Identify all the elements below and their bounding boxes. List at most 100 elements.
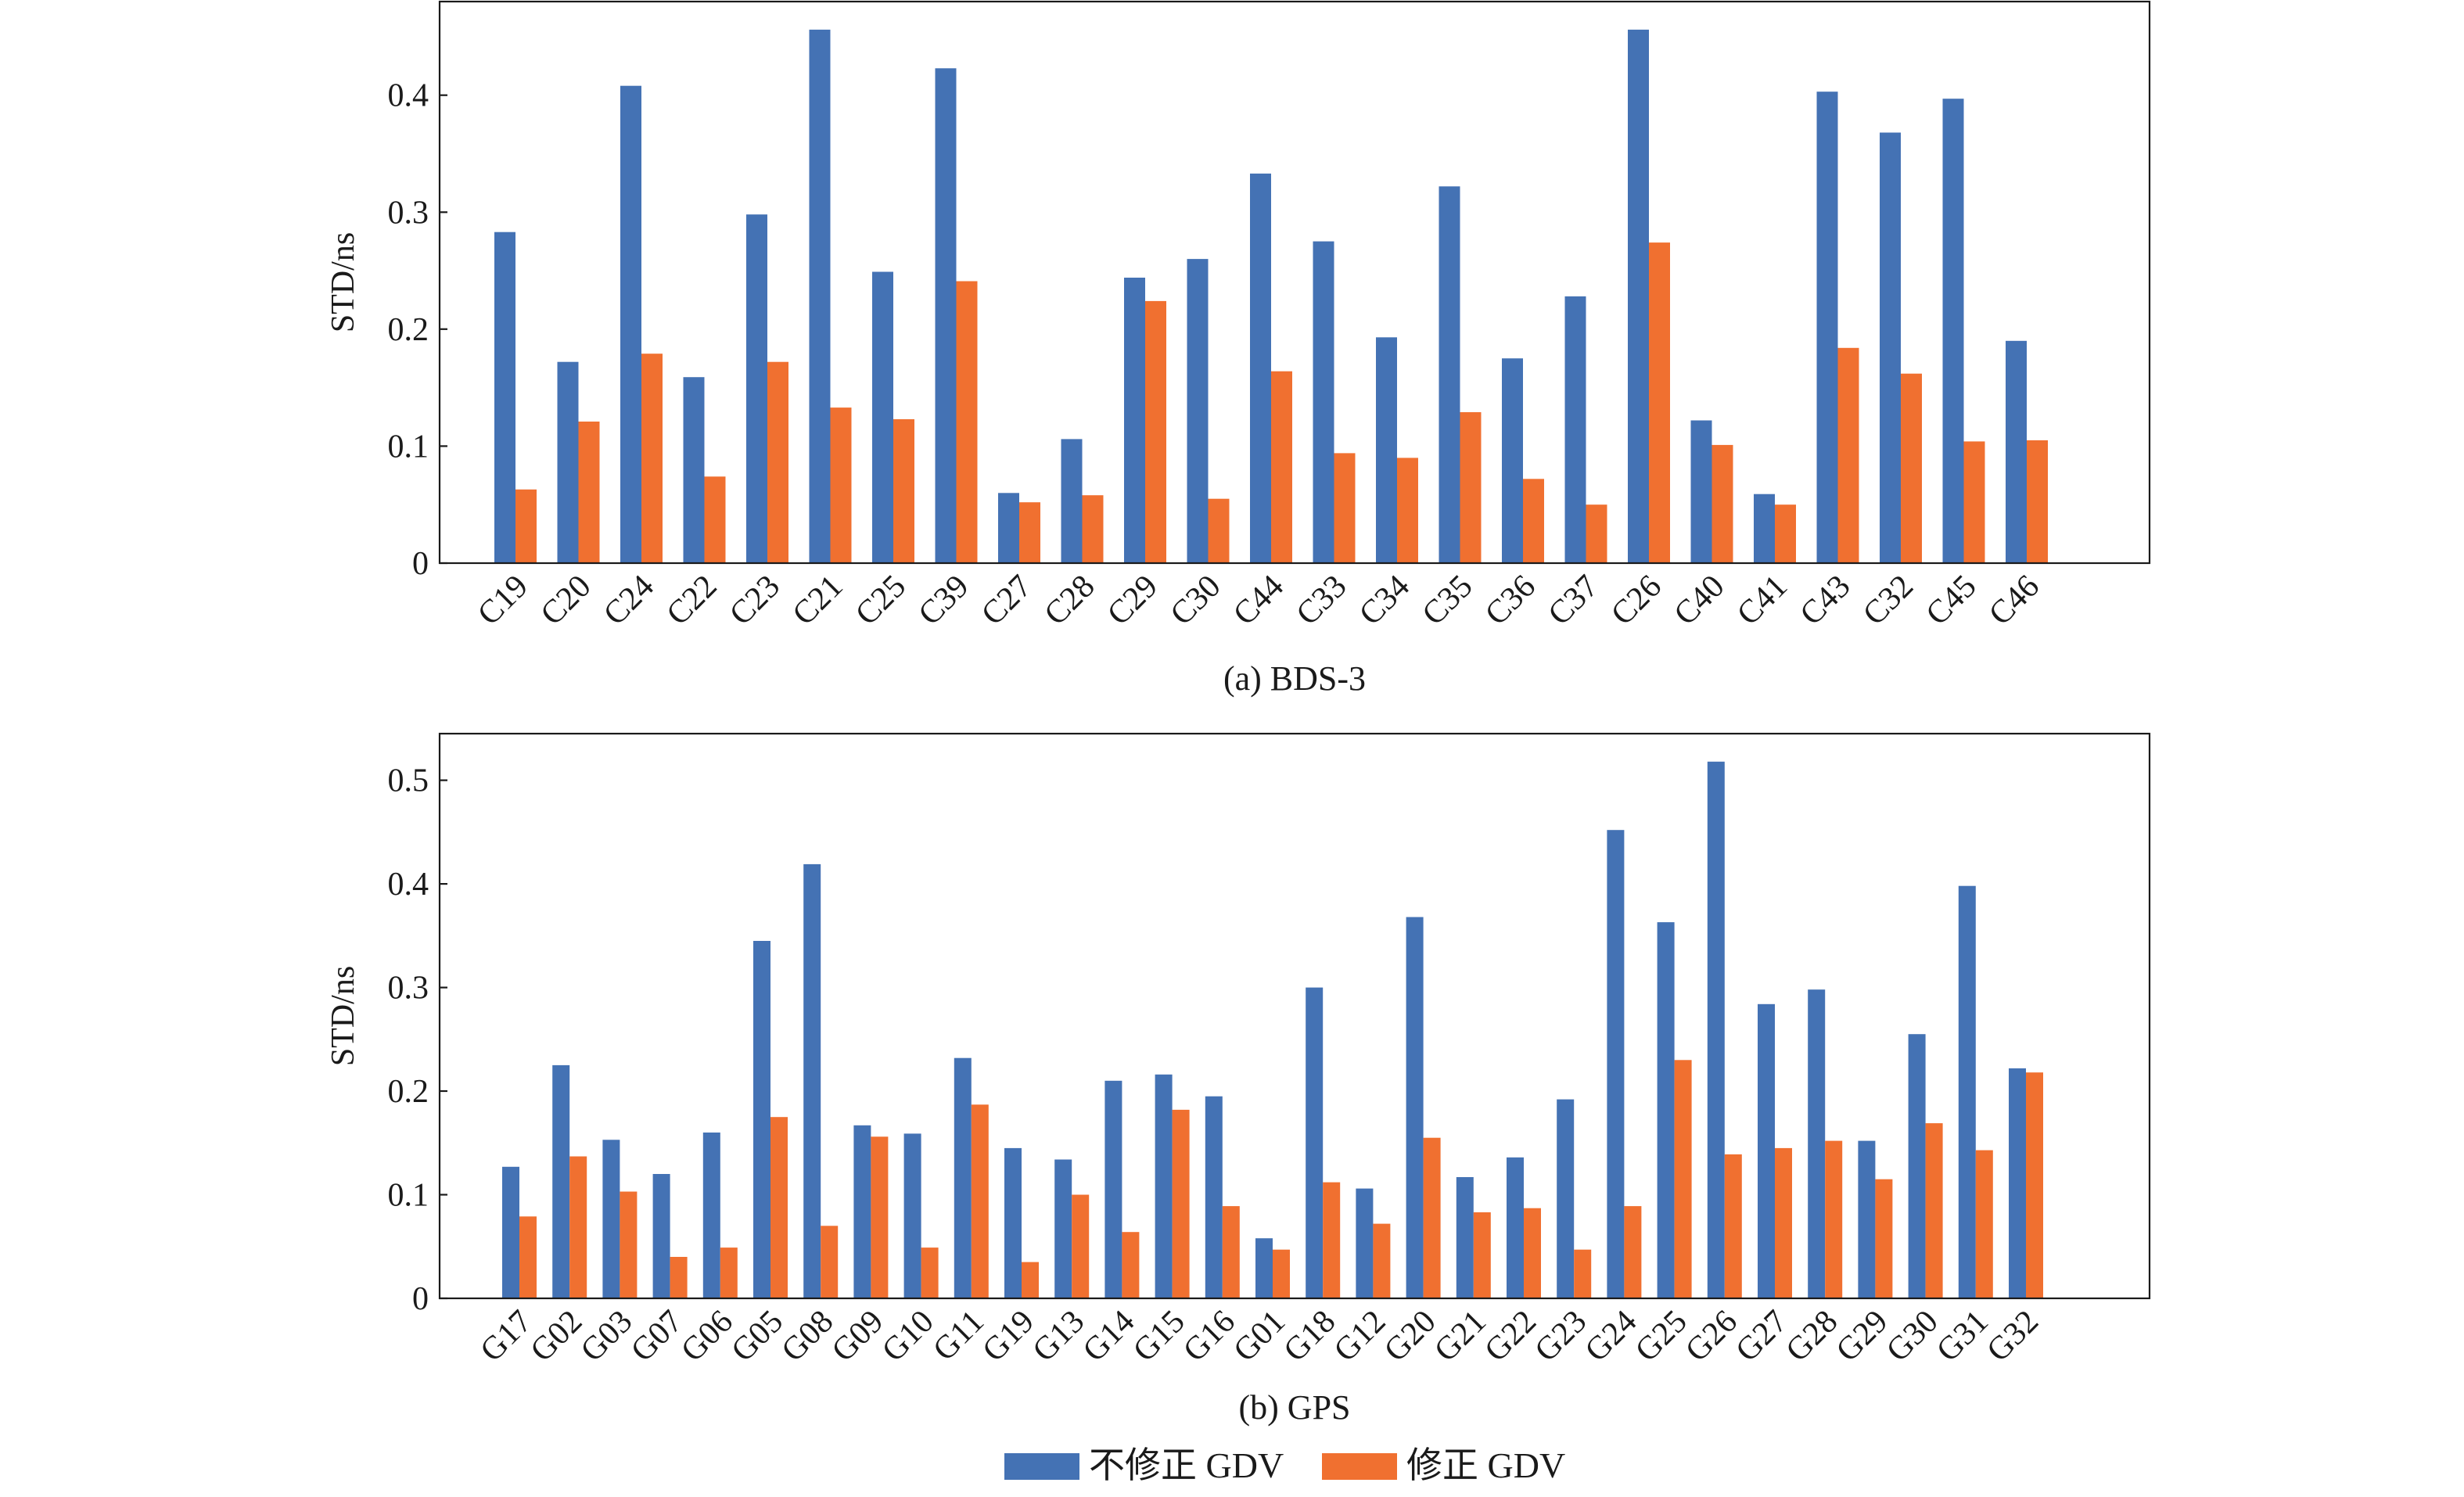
gps-bar-uncorrected-g29: [1858, 1140, 1876, 1298]
bds3-bar-corrected-c44: [1271, 371, 1292, 563]
gps-plot-frame: [438, 732, 2151, 1300]
bds3-bar-corrected-c23: [767, 361, 788, 563]
gps-xtick-label-g17: G17: [473, 1304, 539, 1370]
bds3-bar-uncorrected-c35: [1439, 186, 1460, 564]
bds3-xtick-label-c32: C32: [1856, 569, 1920, 633]
gps-xtick-label-g27: G27: [1729, 1304, 1794, 1370]
gps-ytick-label: 0.1: [388, 1178, 429, 1214]
bds3-bar-corrected-c19: [515, 489, 537, 563]
bds3-bar-uncorrected-c32: [1880, 132, 1901, 563]
gps-xtick-label-g09: G09: [825, 1304, 891, 1370]
bds3-bar-corrected-c29: [1145, 300, 1166, 563]
bds3-bar-corrected-c22: [704, 476, 726, 563]
bds3-bar-uncorrected-c30: [1187, 259, 1209, 563]
bds3-bar-uncorrected-c23: [746, 214, 767, 563]
bds3-bar-corrected-c34: [1397, 458, 1418, 563]
gps-xtick-label-g03: G03: [574, 1304, 640, 1370]
gps-xtick-label-g02: G02: [524, 1304, 590, 1370]
gps-bar-uncorrected-g20: [1406, 917, 1424, 1298]
gps-bar-uncorrected-g09: [853, 1125, 871, 1298]
bds3-bar-uncorrected-c19: [494, 232, 515, 563]
bds3-bar-corrected-c26: [1649, 242, 1670, 563]
bds3-bar-uncorrected-c33: [1313, 241, 1334, 563]
gps-xtick-label-g06: G06: [674, 1304, 740, 1370]
bds3-bar-uncorrected-c25: [872, 271, 893, 563]
gps-ytick-label: 0.5: [388, 763, 429, 799]
gps-xtick-label-g16: G16: [1176, 1304, 1242, 1370]
bds3-y-axis-label: STD/ns: [325, 232, 361, 332]
gps-xtick-label-g15: G15: [1126, 1304, 1192, 1370]
bds3-xtick-label-c45: C45: [1920, 569, 1984, 633]
bds3-plot-frame: [438, 0, 2151, 565]
bds3-xtick-label-c41: C41: [1730, 569, 1794, 633]
gps-xtick-label-g28: G28: [1780, 1304, 1845, 1370]
gps-bar-corrected-g19: [1022, 1262, 1039, 1298]
bds3-bar-uncorrected-c20: [557, 361, 579, 563]
bds3-bar-corrected-c28: [1082, 495, 1104, 563]
gps-xtick-label-g21: G21: [1428, 1304, 1493, 1370]
gps-bar-uncorrected-g19: [1004, 1147, 1022, 1298]
gps-bar-uncorrected-g16: [1205, 1096, 1223, 1298]
legend-label-uncorrected: 不修正 GDV: [1089, 1445, 1284, 1485]
bds3-bar-uncorrected-c34: [1376, 337, 1397, 563]
gps-y-axis-label: STD/ns: [325, 966, 361, 1066]
gps-bar-uncorrected-g26: [1707, 761, 1725, 1298]
bds3-xtick-label-c43: C43: [1794, 569, 1858, 633]
legend: 不修正 GDV 修正 GDV: [1004, 1445, 1565, 1485]
gps-bar-corrected-g24: [1624, 1206, 1642, 1298]
gps-bar-corrected-g29: [1875, 1179, 1893, 1298]
gps-bar-corrected-g07: [670, 1257, 688, 1298]
gps-bar-uncorrected-g24: [1607, 830, 1625, 1298]
bds3-bar-uncorrected-c40: [1690, 420, 1712, 563]
bds3-bar-uncorrected-c27: [998, 493, 1019, 564]
gps-xtick-label-g26: G26: [1679, 1304, 1744, 1370]
bds3-bar-uncorrected-c22: [683, 377, 705, 563]
gps-xtick-label-g07: G07: [624, 1304, 690, 1370]
gps-bar-uncorrected-g05: [753, 941, 770, 1298]
gps-bar-uncorrected-g32: [2009, 1068, 2026, 1298]
gps-bar-corrected-g06: [720, 1248, 738, 1298]
bds3-xtick-label-c26: C26: [1604, 569, 1668, 633]
bds3-xtick-label-c25: C25: [849, 569, 913, 633]
gps-xtick-label-g23: G23: [1528, 1304, 1594, 1370]
bds3-bar-uncorrected-c21: [809, 29, 831, 563]
gps-bar-corrected-g01: [1273, 1249, 1290, 1298]
bds3-bar-corrected-c24: [641, 354, 663, 563]
gps-bar-corrected-g18: [1323, 1182, 1341, 1298]
gps-bar-corrected-g15: [1172, 1109, 1190, 1298]
bds3-bar-corrected-c40: [1712, 444, 1733, 563]
gps-bar-corrected-g31: [1975, 1150, 1993, 1298]
gps-bar-uncorrected-g28: [1808, 989, 1826, 1298]
gps-xtick-label-g18: G18: [1277, 1304, 1343, 1370]
gps-bar-corrected-g32: [2026, 1072, 2043, 1298]
legend-swatch-uncorrected: [1004, 1453, 1079, 1480]
bds3-bar-corrected-c25: [893, 419, 914, 563]
gps-bar-uncorrected-g17: [502, 1166, 519, 1298]
gps-xtick-label-g24: G24: [1579, 1304, 1644, 1370]
bds3-ytick-label: 0: [412, 546, 429, 582]
gps-bar-uncorrected-g21: [1456, 1177, 1474, 1298]
gps-xtick-label-g11: G11: [926, 1304, 991, 1369]
gps-bar-corrected-g17: [519, 1216, 537, 1298]
gps-xtick-label-g19: G19: [975, 1304, 1041, 1370]
gps-bar-corrected-g22: [1524, 1208, 1541, 1298]
bds3-caption: (a) BDS-3: [1223, 659, 1366, 698]
gps-xtick-label-g08: G08: [775, 1304, 841, 1370]
gps-bar-uncorrected-g22: [1507, 1157, 1524, 1298]
gps-ytick-label: 0.2: [388, 1074, 429, 1110]
gps-bar-uncorrected-g03: [602, 1140, 620, 1298]
bds3-bar-corrected-c21: [830, 407, 852, 563]
bds3-bar-corrected-c32: [1901, 373, 1922, 563]
gps-bar-corrected-g03: [620, 1191, 638, 1298]
bds3-xtick-label-c33: C33: [1290, 569, 1354, 633]
bds3-ytick-label: 0.4: [388, 78, 429, 114]
gps-xtick-label-g20: G20: [1377, 1304, 1443, 1370]
gps-bar-uncorrected-g14: [1104, 1080, 1122, 1298]
bds3-xtick-label-c44: C44: [1227, 569, 1291, 633]
bds3-ytick-label: 0.3: [388, 195, 429, 231]
bds3-xtick-label-c27: C27: [975, 569, 1039, 633]
gps-bar-corrected-g20: [1423, 1137, 1441, 1298]
bds3-bar-corrected-c30: [1208, 498, 1230, 563]
gps-caption: (b) GPS: [1238, 1388, 1350, 1427]
gps-bar-uncorrected-g31: [1958, 885, 1976, 1298]
